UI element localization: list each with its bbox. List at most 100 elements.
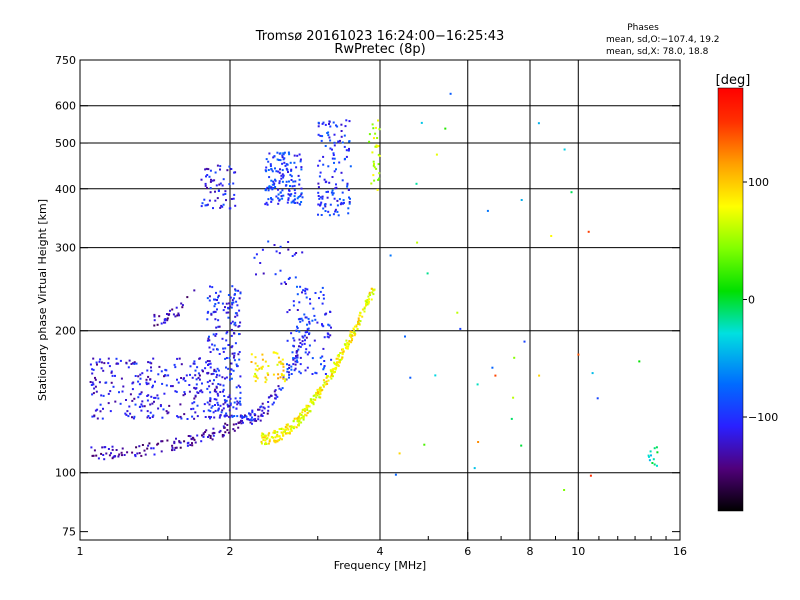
data-point <box>196 404 199 407</box>
data-point <box>269 394 272 397</box>
data-point <box>222 425 225 428</box>
data-point <box>333 197 336 200</box>
data-point <box>292 300 295 303</box>
data-point <box>296 197 299 200</box>
data-point <box>329 375 332 378</box>
data-point <box>333 170 336 173</box>
data-point <box>319 171 322 174</box>
data-point <box>184 379 187 382</box>
data-point <box>201 434 203 437</box>
data-point <box>265 166 268 169</box>
data-point <box>281 197 284 200</box>
data-point <box>346 342 349 344</box>
data-point <box>282 430 285 433</box>
data-point <box>306 331 309 333</box>
data-point <box>288 309 291 311</box>
data-point <box>375 146 378 148</box>
data-point <box>359 311 362 314</box>
data-point <box>353 328 355 331</box>
data-point <box>163 321 165 324</box>
data-point <box>322 163 325 166</box>
data-point <box>323 365 326 367</box>
data-point <box>334 368 337 371</box>
data-point <box>138 406 141 408</box>
data-point <box>365 301 368 304</box>
data-point <box>282 428 285 431</box>
data-point <box>300 193 303 196</box>
data-point <box>218 431 221 434</box>
data-point <box>90 384 93 386</box>
data-point <box>348 334 351 337</box>
data-point <box>215 184 218 187</box>
data-point <box>267 160 270 163</box>
data-point <box>305 336 308 339</box>
data-point <box>294 276 297 279</box>
data-point <box>202 370 204 373</box>
data-point <box>273 155 276 158</box>
data-point <box>260 414 263 417</box>
data-point <box>279 191 282 194</box>
data-point <box>326 383 329 385</box>
data-point <box>284 428 287 431</box>
data-point <box>150 369 153 372</box>
data-point <box>307 327 310 330</box>
data-point <box>146 369 149 372</box>
data-point <box>333 361 336 364</box>
data-point <box>434 374 437 377</box>
data-point <box>303 342 306 345</box>
data-point <box>295 166 298 169</box>
data-point <box>233 171 236 174</box>
data-point <box>210 373 213 376</box>
data-point <box>318 393 321 396</box>
data-point <box>225 332 228 335</box>
data-point <box>343 201 345 204</box>
data-point <box>115 362 118 365</box>
data-point <box>329 334 332 337</box>
data-point <box>92 454 95 457</box>
data-point <box>211 286 214 289</box>
data-point <box>248 418 251 421</box>
data-point <box>377 145 380 148</box>
data-point <box>302 408 305 411</box>
data-point <box>118 453 121 456</box>
data-point <box>336 204 339 207</box>
data-point <box>301 291 303 294</box>
data-point <box>96 363 98 366</box>
data-point <box>274 351 277 354</box>
data-point <box>189 365 192 368</box>
data-point <box>330 358 333 361</box>
data-point <box>208 415 211 418</box>
y-axis-label: Stationary phase Virtual Height [km] <box>36 199 49 401</box>
data-point <box>278 361 281 364</box>
data-point <box>117 362 120 365</box>
data-point <box>373 166 376 169</box>
data-point <box>102 454 105 456</box>
data-point <box>95 390 98 393</box>
data-point <box>227 396 230 399</box>
data-point <box>173 363 176 366</box>
data-point <box>261 248 264 251</box>
data-point <box>206 318 209 321</box>
data-point <box>336 125 339 128</box>
data-point <box>265 378 268 381</box>
data-point <box>117 455 120 458</box>
data-point <box>296 359 298 362</box>
data-point <box>229 305 232 308</box>
data-point <box>378 154 381 157</box>
data-point <box>210 178 212 181</box>
data-point <box>219 290 222 293</box>
data-point <box>295 356 298 359</box>
data-point <box>300 168 303 171</box>
data-point <box>232 423 235 426</box>
data-point <box>302 417 305 419</box>
data-point <box>270 186 273 189</box>
data-point <box>227 306 230 309</box>
data-point <box>141 405 144 408</box>
data-point <box>289 161 292 164</box>
data-point <box>311 357 314 360</box>
data-point <box>166 439 169 442</box>
data-point <box>326 375 329 378</box>
data-point <box>216 348 219 351</box>
data-point <box>230 368 233 371</box>
data-point <box>331 189 334 192</box>
